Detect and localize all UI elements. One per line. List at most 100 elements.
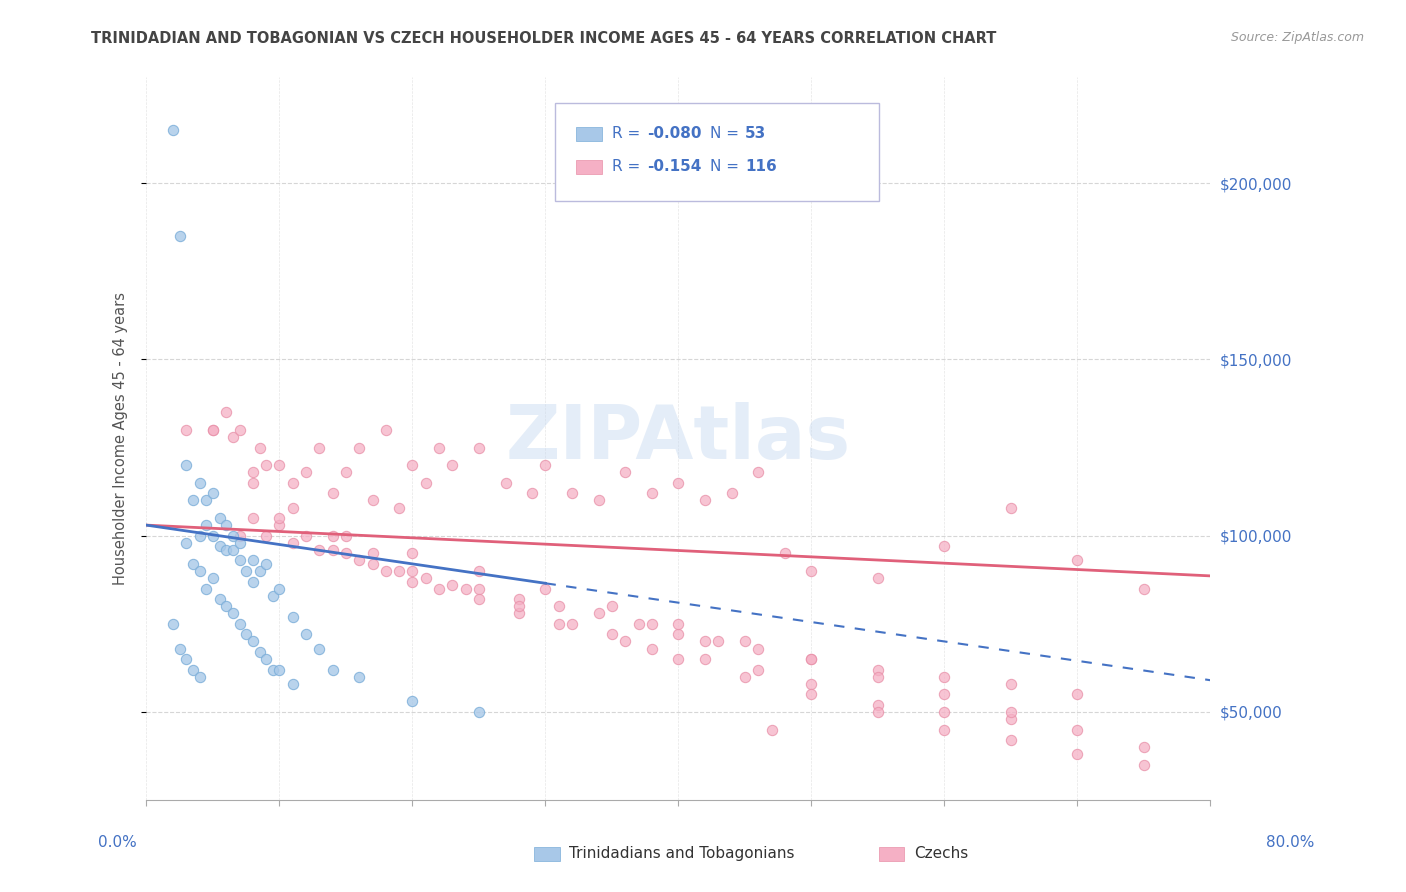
Point [295,529,318,543]
Point [547,616,569,631]
Point [242,511,264,525]
Point [262,589,284,603]
Point [195,518,218,533]
Text: TRINIDADIAN AND TOBAGONIAN VS CZECH HOUSEHOLDER INCOME AGES 45 - 64 YEARS CORREL: TRINIDADIAN AND TOBAGONIAN VS CZECH HOUS… [91,31,997,46]
Point [508,599,530,614]
Point [561,616,583,631]
Point [866,663,889,677]
Point [401,564,423,578]
Text: -0.154: -0.154 [647,160,702,174]
Point [188,670,211,684]
Point [468,705,491,719]
Point [800,652,823,666]
Point [627,616,650,631]
Point [761,723,783,737]
Point [508,607,530,621]
Point [335,529,357,543]
Point [242,634,264,648]
Point [1066,553,1088,567]
Point [747,663,769,677]
Point [1000,500,1022,515]
Point [208,539,231,553]
Point [866,698,889,712]
Point [693,634,716,648]
Point [335,546,357,560]
Point [195,582,218,596]
Point [441,578,464,592]
Point [468,564,491,578]
Point [235,564,257,578]
Point [401,546,423,560]
Point [1133,582,1156,596]
Point [269,511,291,525]
Point [188,564,211,578]
Point [401,458,423,473]
Point [195,493,218,508]
Point [249,564,271,578]
Point [322,542,344,557]
Point [201,571,224,585]
Point [1066,687,1088,701]
Point [934,670,956,684]
Point [249,645,271,659]
Point [188,475,211,490]
Text: 116: 116 [745,160,778,174]
Point [600,599,623,614]
Point [1000,677,1022,691]
Point [454,582,477,596]
Point [281,677,304,691]
Point [228,535,250,549]
Point [188,529,211,543]
Point [242,574,264,589]
Point [322,486,344,500]
Text: Czechs: Czechs [914,847,969,861]
Point [747,641,769,656]
Point [208,592,231,607]
Point [228,616,250,631]
Point [588,493,610,508]
Point [308,542,330,557]
Point [222,430,245,444]
Point [522,486,544,500]
Point [866,571,889,585]
Point [1066,723,1088,737]
Point [934,723,956,737]
Point [222,542,245,557]
Point [866,670,889,684]
Point [228,529,250,543]
Point [441,458,464,473]
Point [614,634,637,648]
Text: ZIPAtlas: ZIPAtlas [506,402,851,475]
Point [176,535,198,549]
Point [295,465,318,479]
Point [693,652,716,666]
Point [235,627,257,641]
Point [600,627,623,641]
Point [162,123,184,137]
Point [254,458,277,473]
Text: -0.080: -0.080 [647,127,702,141]
Point [468,441,491,455]
Point [693,493,716,508]
Point [349,553,371,567]
Point [308,641,330,656]
Point [641,486,664,500]
Point [1133,757,1156,772]
Point [228,553,250,567]
Point [201,423,224,437]
Point [734,634,756,648]
Point [335,465,357,479]
Text: 80.0%: 80.0% [1267,836,1315,850]
Point [222,529,245,543]
Point [707,634,730,648]
Point [176,423,198,437]
Point [800,564,823,578]
Point [668,627,690,641]
Point [866,705,889,719]
Point [222,607,245,621]
Point [934,705,956,719]
Point [269,663,291,677]
Point [388,564,411,578]
Point [720,486,742,500]
Point [254,652,277,666]
